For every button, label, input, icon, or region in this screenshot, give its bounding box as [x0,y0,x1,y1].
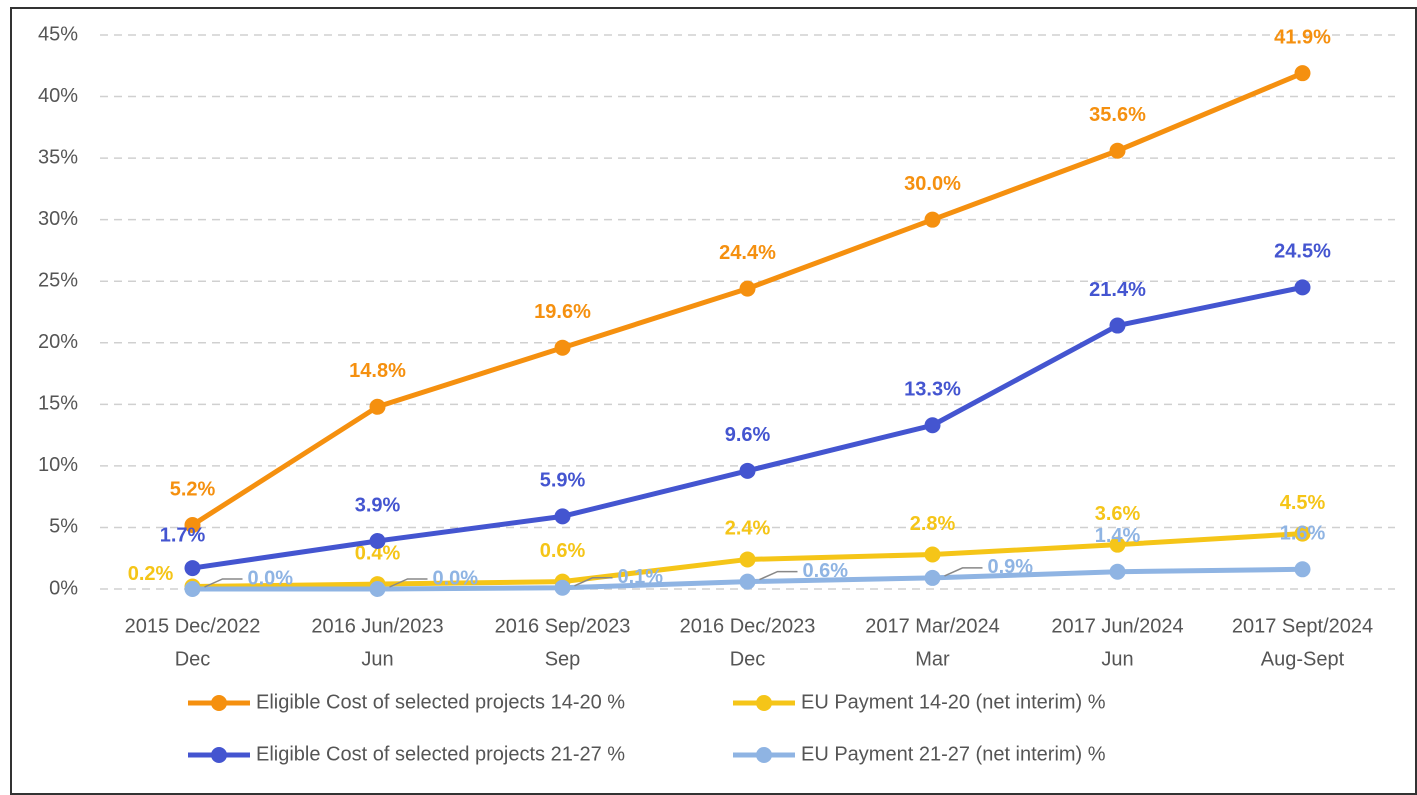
point [369,581,386,597]
legend-swatch-dot [211,747,227,763]
point [554,508,571,525]
legend-swatch-dot [756,695,772,711]
value-label: 4.5% [1280,492,1326,514]
x-tick-label: Sep [545,648,581,670]
legend-label: EU Payment 14-20 (net interim) % [801,691,1106,713]
x-tick-label: 2017 Sept/2024 [1232,615,1373,637]
value-label: 13.3% [904,379,961,401]
y-tick-label: 45% [38,23,78,45]
value-label: 24.4% [719,242,776,264]
x-tick-label: 2016 Sep/2023 [495,615,631,637]
x-tick-label: 2017 Mar/2024 [865,615,1000,637]
frame [10,7,1417,795]
point [924,546,941,563]
value-label: 21.4% [1089,279,1146,301]
value-label: 5.9% [540,470,586,492]
y-tick-label: 30% [38,208,78,230]
y-tick-label: 0% [49,577,78,599]
value-label: 1.4% [1095,525,1141,547]
x-tick-label: Dec [730,648,766,670]
point [369,532,386,549]
value-label: 14.8% [349,360,406,382]
point [739,280,756,297]
y-tick-label: 25% [38,270,78,292]
x-tick-label: Jun [1101,648,1133,670]
legend-label: EU Payment 21-27 (net interim) % [801,743,1106,765]
point [924,417,941,434]
legend-label: Eligible Cost of selected projects 14-20… [256,691,625,713]
point [739,462,756,479]
leader-line [389,578,428,588]
y-tick-label: 40% [38,85,78,107]
x-tick-label: Jun [361,648,393,670]
value-label: 24.5% [1274,241,1331,263]
value-label: 0.2% [128,563,174,585]
leader-line [574,577,613,587]
point [1109,142,1126,159]
point [1109,536,1126,553]
value-label: 0.9% [988,556,1034,578]
point [369,398,386,415]
value-label: 0.1% [618,566,664,588]
value-label: 3.9% [355,494,401,516]
value-label: 0.0% [248,567,294,589]
x-tick-label: Mar [915,648,950,670]
legend-swatch-dot [756,747,772,763]
point [1294,65,1311,82]
point [184,581,201,597]
leader-line [204,578,243,588]
legend-label: Eligible Cost of selected projects 21-27… [256,743,625,765]
point [1294,279,1311,296]
y-tick-label: 10% [38,454,78,476]
value-label: 41.9% [1274,26,1331,48]
leader-line [759,570,798,581]
y-tick-label: 20% [38,331,78,353]
value-label: 0.0% [433,567,479,589]
point [739,551,756,568]
x-tick-label: 2016 Dec/2023 [680,615,816,637]
point [1109,563,1126,580]
legend-swatch-dot [211,695,227,711]
value-label: 0.4% [355,542,401,564]
point [924,569,941,586]
value-label: 35.6% [1089,104,1146,126]
point [739,573,756,590]
x-tick-label: Dec [175,648,211,670]
value-label: 9.6% [725,424,771,446]
point [1294,525,1311,542]
value-label: 1.6% [1280,523,1326,545]
value-label: 1.7% [160,524,206,546]
point [1109,317,1126,334]
point [1294,561,1311,578]
leader-line [944,567,983,577]
value-label: 3.6% [1095,503,1141,525]
x-tick-label: 2016 Jun/2023 [311,615,443,637]
value-label: 2.4% [725,518,771,540]
x-tick-label: 2017 Jun/2024 [1051,615,1183,637]
point [924,211,941,228]
value-label: 0.6% [803,560,849,582]
value-label: 19.6% [534,301,591,323]
y-tick-label: 35% [38,146,78,168]
value-label: 5.2% [170,478,216,500]
y-tick-label: 15% [38,393,78,415]
value-label: 0.6% [540,540,586,562]
point [184,560,201,577]
point [554,579,571,596]
x-tick-label: 2015 Dec/2022 [125,615,261,637]
y-tick-label: 5% [49,516,78,538]
value-label: 2.8% [910,513,956,535]
point [554,339,571,356]
x-tick-label: Aug-Sept [1261,648,1345,670]
value-label: 30.0% [904,173,961,195]
point [184,516,201,533]
